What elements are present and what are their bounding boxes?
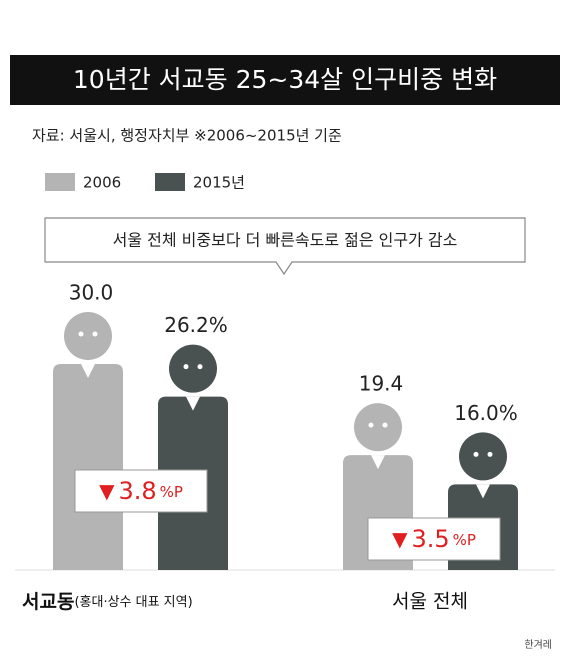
category-name: 서교동	[22, 591, 74, 613]
difference-value: 3.5	[411, 525, 449, 553]
figure-bar	[53, 312, 123, 570]
chart-title: 10년간 서교동 25~34살 인구비중 변화	[73, 65, 497, 94]
source: 자료: 서울시, 행정자치부 ※2006~2015년 기준	[32, 127, 342, 145]
difference-unit: %P	[160, 483, 183, 501]
figure-head	[354, 403, 402, 452]
category-label: 서울 전체	[392, 591, 468, 613]
value-label: 16.0%	[454, 401, 518, 425]
difference-unit: %P	[453, 531, 476, 549]
value-label: 26.2%	[164, 313, 228, 337]
eye	[197, 364, 203, 370]
difference-label: ▼ 3.5 %P	[392, 525, 476, 553]
eye	[183, 364, 189, 370]
figure-head	[64, 312, 112, 360]
collar	[371, 455, 385, 470]
value-label: 30.0	[69, 281, 114, 305]
eye	[78, 331, 84, 337]
category-note: (홍대·상수 대표 지역)	[74, 595, 192, 610]
eye	[92, 331, 98, 337]
callout: 서울 전체 비중보다 더 빠른속도로 젊은 인구가 감소	[113, 231, 458, 250]
eye	[368, 422, 374, 428]
value-label: 19.4	[359, 372, 404, 396]
collar	[81, 364, 95, 378]
callout-box	[44, 217, 526, 276]
eye	[487, 451, 493, 457]
figure-head	[169, 344, 217, 393]
collar	[186, 396, 200, 411]
difference-label: ▼ 3.8 %P	[99, 477, 183, 505]
difference-value: 3.8	[118, 477, 156, 505]
difference-box	[74, 469, 208, 513]
legend-label: 2006	[83, 174, 121, 192]
credit: 한겨레	[524, 639, 552, 651]
legend-swatch	[155, 173, 185, 191]
figure-bar	[158, 344, 228, 570]
category-label: 서교동(홍대·상수 대표 지역)	[22, 591, 193, 613]
legend-swatch	[45, 173, 75, 191]
title-bar	[10, 55, 560, 105]
eye	[382, 422, 388, 428]
arrow: ▼	[99, 479, 115, 503]
difference-box	[367, 517, 501, 561]
eye	[473, 451, 479, 457]
figure-body	[53, 364, 123, 570]
arrow: ▼	[392, 527, 408, 551]
figure-head	[459, 432, 507, 481]
collar	[476, 484, 490, 499]
legend-label: 2015년	[193, 174, 245, 192]
